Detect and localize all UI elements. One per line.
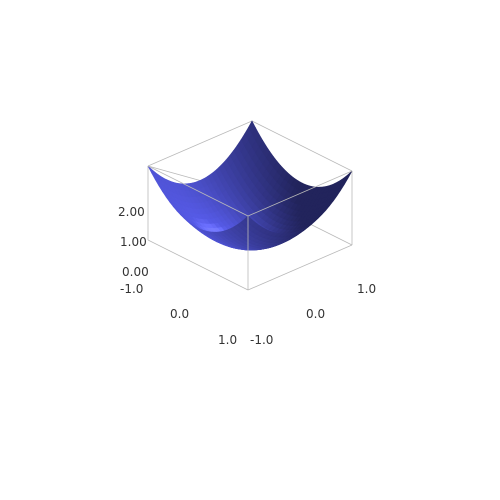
box-edge — [247, 170, 353, 217]
z-tick-label: 2.00 — [118, 205, 145, 219]
box-edge — [251, 120, 353, 172]
y-axis-ticks: -1.0 0.0 1.0 — [250, 282, 376, 347]
x-axis-ticks: -1.0 0.0 1.0 — [120, 282, 237, 347]
y-tick-label: -1.0 — [250, 333, 273, 347]
z-tick-label: 1.00 — [120, 235, 147, 249]
y-tick-label: 0.0 — [306, 307, 325, 321]
y-tick-label: 1.0 — [357, 282, 376, 296]
surface-mesh — [147, 120, 353, 251]
bounding-box-front — [147, 165, 353, 291]
x-tick-label: 0.0 — [170, 307, 189, 321]
x-tick-label: -1.0 — [120, 282, 143, 296]
x-tick-label: 1.0 — [218, 333, 237, 347]
box-edge — [147, 120, 253, 167]
box-edge — [147, 239, 249, 291]
box-edge — [247, 244, 353, 291]
box-edge — [147, 165, 249, 217]
z-axis-ticks: 2.00 1.00 0.00 — [118, 205, 149, 279]
z-tick-label: 0.00 — [122, 265, 149, 279]
